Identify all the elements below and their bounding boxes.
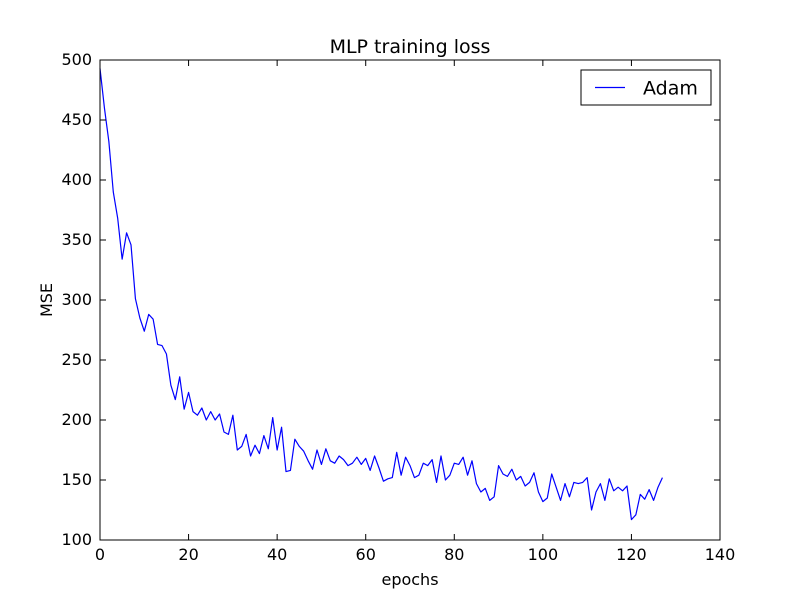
x-tick-label: 120 — [616, 545, 647, 564]
y-tick-label: 200 — [61, 410, 92, 429]
x-tick-label: 20 — [178, 545, 198, 564]
legend-label: Adam — [643, 78, 698, 100]
y-tick-label: 350 — [61, 230, 92, 249]
plot-area: 0 20 40 60 80 100 120 140 100 150 200 250 300 350 400 4… — [61, 50, 735, 564]
y-tick-label: 450 — [61, 110, 92, 129]
x-tick-label: 140 — [705, 545, 736, 564]
y-tick-label: 100 — [61, 530, 92, 549]
y-tick-label: 250 — [61, 350, 92, 369]
x-tick-label: 60 — [356, 545, 376, 564]
x-axis-title: epochs — [381, 570, 438, 589]
x-tick-label: 40 — [267, 545, 287, 564]
y-tick-label: 150 — [61, 470, 92, 489]
series-line-adam — [99, 68, 663, 521]
x-tick-label: 80 — [444, 545, 464, 564]
y-tick-label: 400 — [61, 170, 92, 189]
chart-title: MLP training loss — [330, 36, 491, 58]
y-tick-label: 300 — [61, 290, 92, 309]
x-tick-label: 0 — [95, 545, 105, 564]
y-tick-label: 500 — [61, 50, 92, 69]
x-tick-label: 100 — [528, 545, 559, 564]
y-axis-title: MSE — [37, 283, 56, 317]
